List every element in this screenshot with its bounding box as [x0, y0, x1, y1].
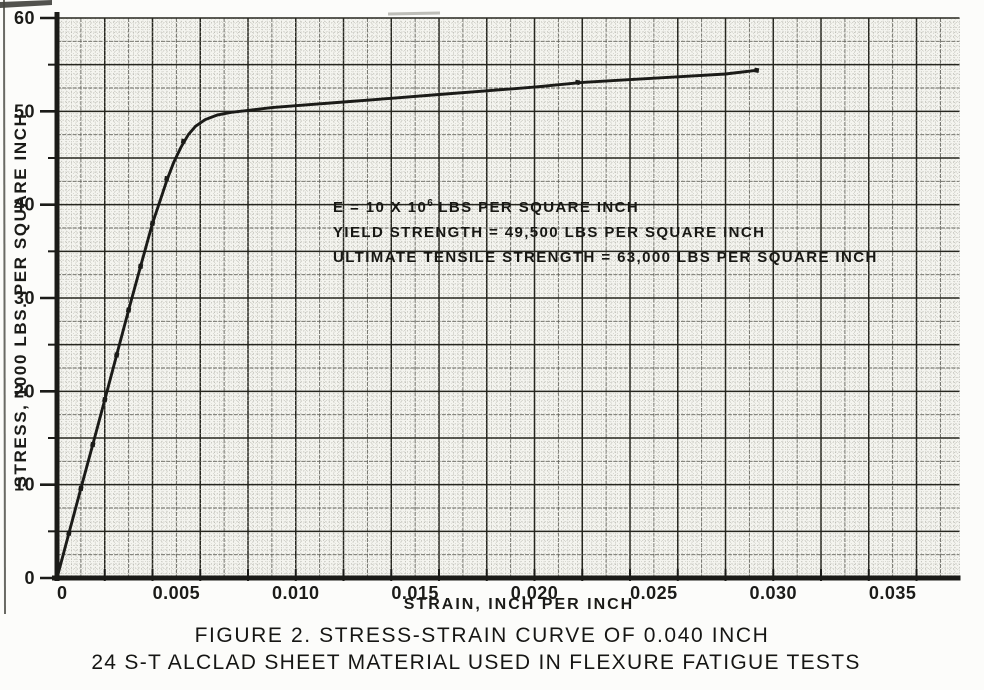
data-point-marker	[66, 530, 72, 536]
data-point-marker	[149, 220, 156, 226]
data-point-marker	[78, 485, 84, 492]
x-tick-label: 0.030	[750, 583, 798, 603]
x-tick-label: 0.035	[869, 583, 917, 603]
x-axis-title: STRAIN, INCH PER INCH	[403, 596, 635, 613]
x-tick-label: 0.015	[391, 583, 439, 603]
data-point-markers	[66, 67, 760, 536]
data-point-marker	[164, 175, 170, 182]
material-properties-annotation: E = 10 X 106 LBS PER SQUARE INCH YIELD S…	[333, 191, 878, 270]
x-tick-label: 0.020	[511, 583, 559, 603]
annotation-modulus-exponent: 6	[427, 198, 433, 209]
y-tick-label: 60	[14, 8, 35, 28]
data-point-marker	[114, 352, 120, 358]
x-tick-label: 0.005	[153, 583, 201, 603]
y-tick-label: 10	[14, 475, 35, 495]
data-point-marker	[137, 263, 144, 269]
figure-caption-line2: 24 S-T ALCLAD SHEET MATERIAL USED IN FLE…	[91, 651, 861, 674]
data-point-marker	[180, 138, 187, 144]
annotation-yield-strength: YIELD STRENGTH = 49,500 LBS PER SQUARE I…	[333, 224, 766, 241]
data-point-marker	[574, 79, 581, 86]
y-axis-title: STRESS, 1000 LBS. PER SQUARE INCH	[11, 112, 30, 488]
scan-artifacts	[0, 0, 441, 615]
y-tick-label: 50	[14, 101, 35, 121]
scan-corner-mark	[0, 0, 52, 8]
y-tick-label: 40	[14, 195, 35, 215]
grid	[56, 17, 960, 579]
x-tick-label: 0.025	[630, 583, 678, 603]
data-point-marker	[90, 441, 96, 448]
y-tick-label: 30	[14, 288, 35, 308]
annotation-modulus-pre: E = 10 X 10	[333, 199, 428, 216]
scan-edge-line	[3, 0, 6, 615]
annotation-ultimate-strength: ULTIMATE TENSILE STRENGTH = 63,000 LBS P…	[333, 249, 878, 266]
data-point-marker	[102, 397, 108, 403]
data-point-marker	[753, 67, 760, 73]
figure-caption-line1: FIGURE 2. STRESS-STRAIN CURVE OF 0.040 I…	[194, 624, 770, 647]
annotation-modulus-post: LBS PER SQUARE INCH	[432, 199, 640, 216]
data-point-marker	[125, 307, 132, 313]
scan-speck	[387, 11, 441, 16]
y-tick-label: 0	[24, 568, 35, 588]
y-tick-label: 20	[14, 381, 35, 401]
tick-labels: 0 10 20 30 40 50 60 0 0.005 0.010 0.015 0.020 0.025 0…	[14, 8, 916, 603]
annotation-modulus-line: E = 10 X 106 LBS PER SQUARE INCH	[333, 191, 878, 220]
x-tick-label: 0	[57, 583, 68, 603]
x-tick-label: 0.010	[272, 583, 320, 603]
